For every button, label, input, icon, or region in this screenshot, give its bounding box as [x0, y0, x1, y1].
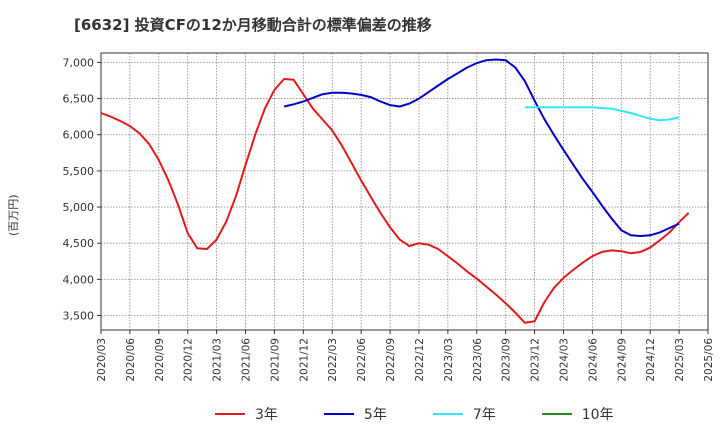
legend: 3年 5年 7年 10年: [215, 404, 660, 424]
x-tick-label: 2021/03: [212, 338, 224, 382]
legend-label: 3年: [255, 407, 278, 423]
x-tick-label: 2024/09: [616, 338, 628, 382]
y-tick-label: 5,000: [63, 201, 95, 214]
y-tick-label: 4,000: [63, 273, 95, 286]
x-tick-label: 2022/03: [327, 338, 339, 382]
x-tick-label: 2021/09: [269, 338, 281, 382]
legend-item-4: 10年: [541, 404, 614, 424]
x-tick-label: 2023/06: [472, 338, 484, 382]
x-tick-label: 2020/12: [183, 338, 195, 382]
x-tick-label: 2025/03: [674, 338, 686, 382]
x-tick-label: 2025/06: [703, 338, 715, 382]
legend-item-1: 3年: [215, 404, 278, 424]
x-tick-label: 2023/03: [443, 338, 455, 382]
x-tick-label: 2023/12: [530, 338, 542, 382]
legend-swatch: [323, 413, 354, 415]
chart-title: [6632] 投資CFの12か月移動合計の標準偏差の推移: [74, 16, 432, 34]
x-tick-label: 2021/06: [241, 338, 253, 382]
x-tick-label: 2023/09: [501, 338, 513, 382]
y-tick-label: 6,000: [63, 129, 95, 142]
x-tick-label: 2024/12: [645, 338, 657, 382]
x-tick-label: 2022/06: [356, 338, 368, 382]
y-tick-label: 5,500: [63, 165, 95, 178]
y-tick-label: 4,500: [63, 237, 95, 250]
legend-swatch: [541, 413, 572, 415]
legend-label: 10年: [581, 407, 614, 423]
plot-area: [100, 52, 709, 331]
x-tick-label: 2020/03: [96, 338, 108, 382]
legend-label: 5年: [363, 407, 387, 423]
series-line-3: [524, 106, 680, 122]
y-tick-label: 6,500: [63, 93, 95, 106]
series-line-2: [283, 58, 680, 237]
x-tick-label: 2024/06: [587, 338, 599, 382]
legend-label: 7年: [472, 407, 496, 423]
legend-swatch: [432, 413, 463, 415]
y-tick-label: 7,000: [63, 56, 95, 69]
x-tick-label: 2021/12: [298, 338, 310, 382]
series-line-1: [100, 78, 690, 324]
legend-item-3: 7年: [432, 404, 496, 424]
x-tick-label: 2024/03: [558, 338, 570, 382]
legend-swatch: [215, 413, 245, 415]
legend-item-2: 5年: [323, 404, 387, 424]
x-tick-label: 2020/06: [125, 338, 137, 382]
x-tick-label: 2022/12: [414, 338, 426, 382]
x-tick-label: 2020/09: [154, 338, 166, 382]
x-tick-label: 2022/09: [385, 338, 397, 382]
y-tick-label: 3,500: [63, 310, 95, 323]
